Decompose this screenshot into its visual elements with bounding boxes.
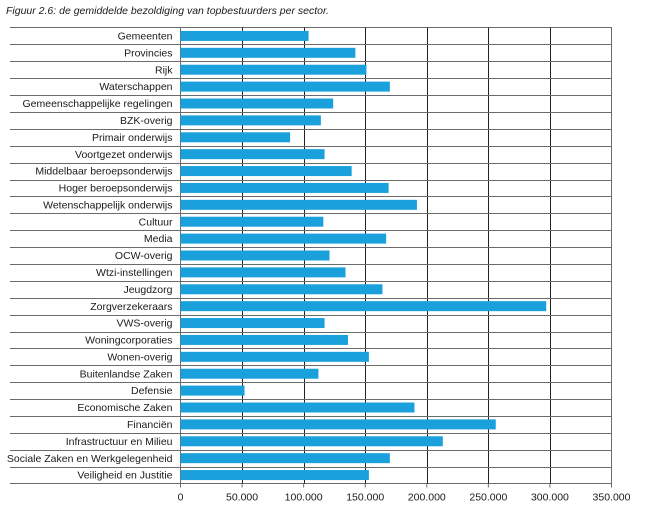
category-label: Waterschappen: [99, 81, 172, 93]
bar: [180, 436, 443, 447]
category-label: VWS-overig: [116, 318, 172, 330]
bar: [180, 233, 387, 244]
bar: [180, 47, 356, 58]
bar: [180, 64, 367, 75]
category-label: Media: [144, 233, 173, 245]
category-label: Gemeenten: [118, 31, 173, 43]
bar: [180, 284, 383, 295]
bar: [180, 402, 415, 413]
category-label: Infrastructuur en Milieu: [66, 436, 173, 448]
category-label: Financiën: [127, 419, 173, 431]
bar: [180, 385, 245, 396]
category-rows: Gemeenten Provincies Rijk Waterschappen Geme…: [7, 31, 612, 482]
category-label: Woningcorporaties: [85, 335, 172, 347]
category-label: Wetenschappelijk onderwijs: [43, 199, 172, 211]
category-label: Cultuur: [139, 216, 173, 228]
x-tick-label: 250.000: [469, 492, 507, 504]
category-label: Wtzi-instellingen: [96, 267, 173, 279]
bar: [180, 132, 291, 143]
bar: [180, 149, 325, 160]
bar: [180, 470, 369, 481]
figure-title: Figuur 2.6: de gemiddelde bezoldiging va…: [6, 5, 329, 17]
bar: [180, 318, 325, 329]
bar: [180, 419, 496, 430]
bar: [180, 30, 309, 41]
category-label: Buitenlandse Zaken: [80, 368, 173, 380]
category-label: Zorgverzekeraars: [90, 301, 172, 313]
bar: [180, 98, 334, 109]
bar: [180, 81, 390, 92]
x-tick-label: 350.000: [593, 492, 631, 504]
bar: [180, 351, 369, 362]
x-tick-label: 300.000: [531, 492, 569, 504]
bar: [180, 368, 319, 379]
bar: [180, 115, 321, 126]
bar: [180, 453, 390, 464]
category-label: BZK-overig: [120, 115, 173, 127]
category-label: Provincies: [124, 47, 172, 59]
x-axis: 0 50.000 100.000 150.000 200.000 250.000 300.0…: [178, 483, 631, 504]
bar: [180, 334, 348, 345]
bar: [180, 166, 352, 177]
bar: [180, 250, 330, 261]
category-label: Middelbaar beroepsonderwijs: [35, 166, 172, 178]
category-label: Sociale Zaken en Werkgelegenheid: [7, 453, 173, 465]
category-label: Voortgezet onderwijs: [75, 149, 172, 161]
bar: [180, 301, 547, 312]
x-tick-label: 50.000: [226, 492, 258, 504]
category-label: Wonen-overig: [107, 351, 172, 363]
x-tick-label: 150.000: [346, 492, 384, 504]
bar: [180, 216, 324, 227]
category-label: Gemeenschappelijke regelingen: [22, 98, 172, 110]
bar: [180, 199, 417, 210]
category-label: Rijk: [155, 64, 173, 76]
category-label: OCW-overig: [115, 250, 173, 262]
bar: [180, 267, 346, 278]
category-label: Primair onderwijs: [92, 132, 173, 144]
category-label: Veiligheid en Justitie: [77, 470, 172, 482]
category-label: Jeugdzorg: [123, 284, 172, 296]
category-label: Hoger beroepsonderwijs: [59, 183, 173, 195]
category-label: Defensie: [131, 385, 173, 397]
bar: [180, 182, 389, 193]
x-tick-label: 200.000: [408, 492, 446, 504]
category-label: Economische Zaken: [77, 402, 172, 414]
x-tick-label: 100.000: [285, 492, 323, 504]
x-tick-label: 0: [178, 492, 184, 504]
